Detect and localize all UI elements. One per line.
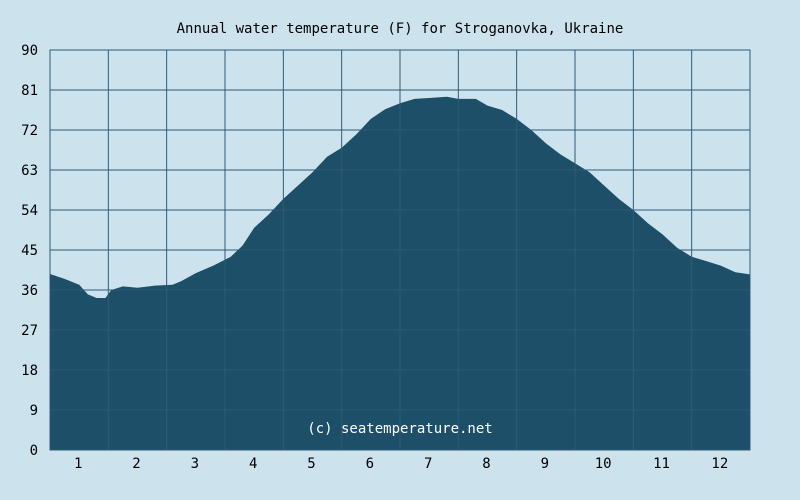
plot-area: (c) seatemperature.net (49, 49, 751, 451)
watermark-text: (c) seatemperature.net (307, 421, 492, 437)
y-tick-label: 72 (21, 123, 38, 139)
y-tick-label: 9 (30, 403, 38, 419)
x-tick-label: 10 (595, 456, 612, 472)
x-tick-label: 4 (249, 456, 257, 472)
x-tick-label: 2 (132, 456, 140, 472)
x-axis-ticks: 1 2 3 4 5 6 7 8 9 10 11 12 (74, 456, 728, 472)
x-tick-label: 8 (482, 456, 490, 472)
y-tick-label: 90 (21, 43, 38, 59)
y-tick-label: 36 (21, 283, 38, 299)
y-tick-label: 63 (21, 163, 38, 179)
x-tick-label: 7 (424, 456, 432, 472)
y-tick-label: 0 (30, 443, 38, 459)
x-tick-label: 5 (307, 456, 315, 472)
y-tick-label: 27 (21, 323, 38, 339)
chart-title: Annual water temperature (F) for Strogan… (177, 21, 624, 37)
y-tick-label: 54 (21, 203, 38, 219)
x-tick-label: 3 (191, 456, 199, 472)
x-tick-label: 9 (541, 456, 549, 472)
x-tick-label: 6 (366, 456, 374, 472)
y-axis-ticks: 0 9 18 27 36 45 54 63 72 81 90 (21, 43, 38, 459)
y-tick-label: 45 (21, 243, 38, 259)
x-tick-label: 1 (74, 456, 82, 472)
plot-border (49, 49, 751, 451)
x-tick-label: 12 (711, 456, 728, 472)
x-tick-label: 11 (653, 456, 670, 472)
y-tick-label: 18 (21, 363, 38, 379)
y-tick-label: 81 (21, 83, 38, 99)
